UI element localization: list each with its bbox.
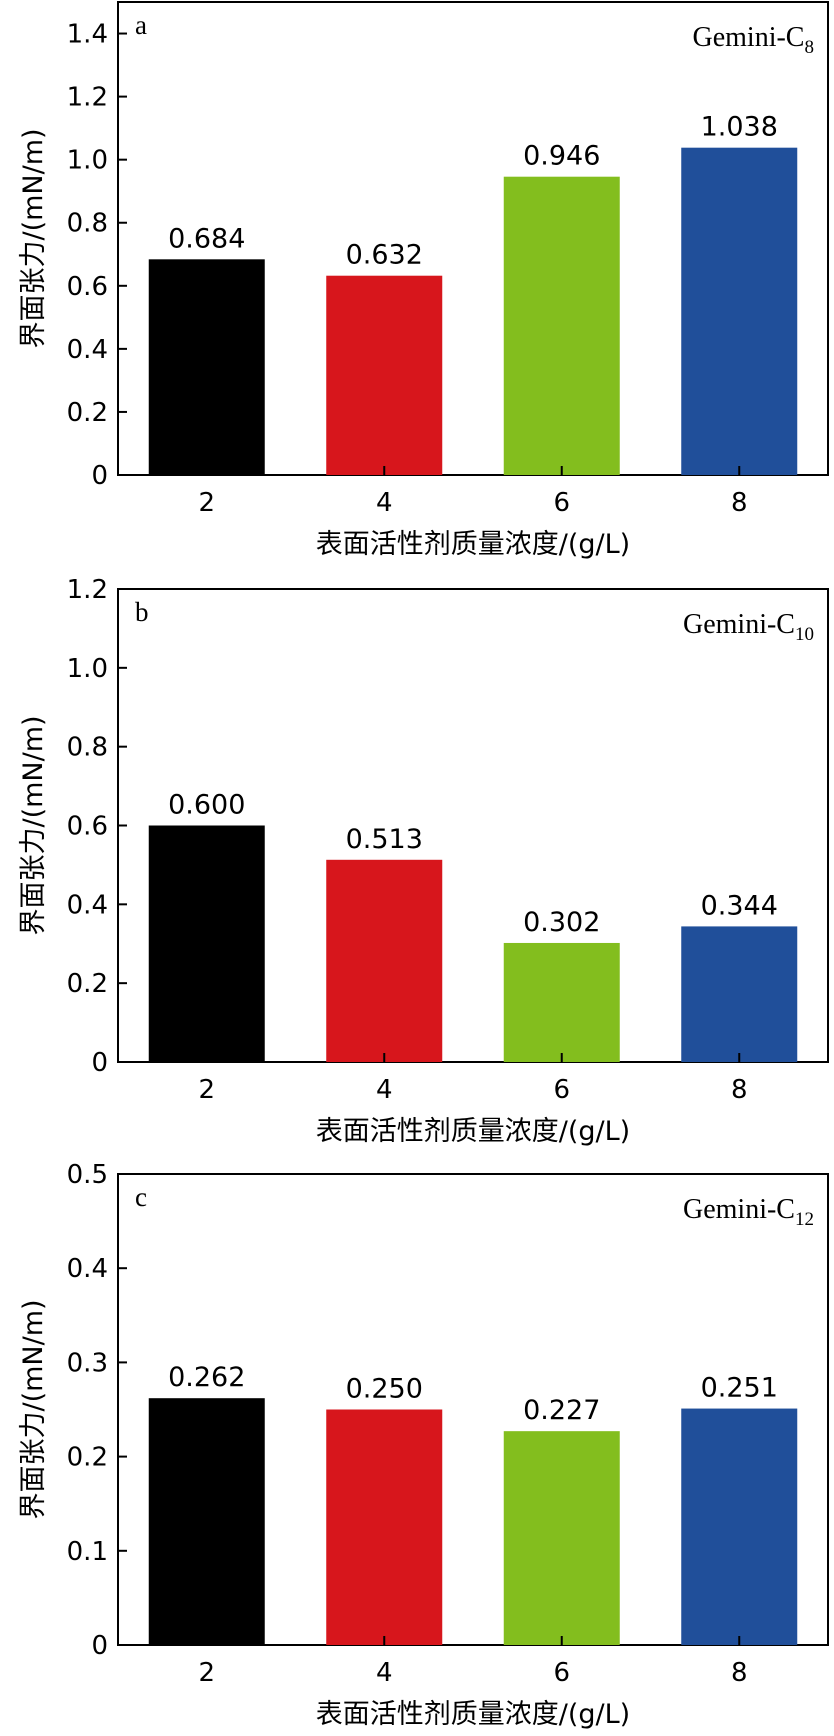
y-tick-label: 0.6 bbox=[67, 272, 108, 302]
data-label: 1.038 bbox=[701, 112, 778, 143]
x-tick-label: 2 bbox=[198, 488, 215, 518]
x-tick-label: 8 bbox=[731, 488, 748, 518]
panel-letter: a bbox=[135, 10, 147, 40]
bar bbox=[681, 926, 798, 1062]
panel-letter: c bbox=[135, 1182, 147, 1212]
y-tick-label: 1.4 bbox=[67, 20, 108, 50]
x-tick-label: 6 bbox=[553, 1075, 570, 1105]
y-tick-label: 0.3 bbox=[67, 1348, 108, 1378]
y-tick-label: 0.2 bbox=[67, 969, 108, 999]
y-tick-label: 0.8 bbox=[67, 733, 108, 763]
bar bbox=[326, 275, 443, 475]
y-tick-label: 1.2 bbox=[67, 575, 108, 605]
y-tick-label: 0 bbox=[91, 1631, 108, 1661]
chart-panel-a: 0 0.2 0.4 0.6 0.8 1.0 1.2 1.4 2 0.684 4 0.632 6 0.946… bbox=[18, 1, 829, 560]
bar bbox=[503, 1431, 620, 1645]
y-tick-label: 0.2 bbox=[67, 1443, 108, 1473]
panel-letter: b bbox=[135, 597, 149, 627]
bar bbox=[326, 1409, 443, 1645]
data-label: 0.632 bbox=[346, 240, 423, 271]
x-tick-label: 2 bbox=[198, 1658, 215, 1688]
data-label: 0.684 bbox=[168, 223, 245, 254]
x-axis-label: 表面活性剂质量浓度/(g/L) bbox=[316, 1116, 630, 1147]
bar bbox=[148, 259, 265, 475]
x-tick-label: 6 bbox=[553, 1658, 570, 1688]
x-tick-label: 8 bbox=[731, 1658, 748, 1688]
data-label: 0.513 bbox=[346, 824, 423, 855]
data-label: 0.344 bbox=[701, 890, 778, 921]
data-label: 0.250 bbox=[346, 1374, 423, 1405]
data-label: 0.262 bbox=[168, 1362, 245, 1393]
chart-panel-b: 0 0.2 0.4 0.6 0.8 1.0 1.2 2 0.600 4 0.513 6 0.302 8 0.… bbox=[18, 575, 829, 1147]
bar bbox=[148, 1398, 265, 1645]
y-tick-label: 0.8 bbox=[67, 209, 108, 239]
bar bbox=[681, 1408, 798, 1645]
y-axis-label: 界面张力/(mN/m) bbox=[18, 715, 49, 935]
y-tick-label: 1.2 bbox=[67, 83, 108, 113]
data-label: 0.251 bbox=[701, 1373, 778, 1404]
x-axis-label: 表面活性剂质量浓度/(g/L) bbox=[316, 1699, 630, 1730]
y-tick-label: 0.5 bbox=[67, 1160, 108, 1190]
plot-frame bbox=[117, 1173, 829, 1646]
y-tick-label: 0.1 bbox=[67, 1537, 108, 1567]
bar bbox=[503, 176, 620, 475]
y-axis-label: 界面张力/(mN/m) bbox=[18, 128, 49, 348]
x-tick-label: 4 bbox=[376, 1075, 393, 1105]
series-name: Gemini-C10 bbox=[683, 609, 814, 645]
y-tick-label: 0.4 bbox=[67, 335, 108, 365]
y-tick-label: 0 bbox=[91, 1048, 108, 1078]
bar bbox=[503, 942, 620, 1062]
y-tick-label: 1.0 bbox=[67, 146, 108, 176]
x-axis-label: 表面活性剂质量浓度/(g/L) bbox=[316, 529, 630, 560]
x-tick-label: 4 bbox=[376, 488, 393, 518]
bar bbox=[326, 859, 443, 1062]
y-tick-label: 0.2 bbox=[67, 398, 108, 428]
y-axis-label: 界面张力/(mN/m) bbox=[18, 1299, 49, 1519]
bar bbox=[148, 825, 265, 1062]
series-name: Gemini-C8 bbox=[693, 22, 815, 58]
y-tick-label: 0.4 bbox=[67, 890, 108, 920]
plot-frame bbox=[117, 1, 829, 476]
y-tick-label: 0.6 bbox=[67, 812, 108, 842]
y-tick-label: 1.0 bbox=[67, 654, 108, 684]
data-label: 0.600 bbox=[168, 790, 245, 821]
data-label: 0.227 bbox=[523, 1395, 600, 1426]
series-name: Gemini-C12 bbox=[683, 1194, 814, 1230]
x-tick-label: 2 bbox=[198, 1075, 215, 1105]
data-label: 0.302 bbox=[523, 907, 600, 938]
x-tick-label: 8 bbox=[731, 1075, 748, 1105]
bar bbox=[681, 147, 798, 475]
chart-panel-c: 0 0.1 0.2 0.3 0.4 0.5 2 0.262 4 0.250 6 0.227 8 0.251… bbox=[18, 1160, 829, 1730]
x-tick-label: 4 bbox=[376, 1658, 393, 1688]
data-label: 0.946 bbox=[523, 141, 600, 172]
y-tick-label: 0.4 bbox=[67, 1254, 108, 1284]
y-tick-label: 0 bbox=[91, 461, 108, 491]
x-tick-label: 6 bbox=[553, 488, 570, 518]
